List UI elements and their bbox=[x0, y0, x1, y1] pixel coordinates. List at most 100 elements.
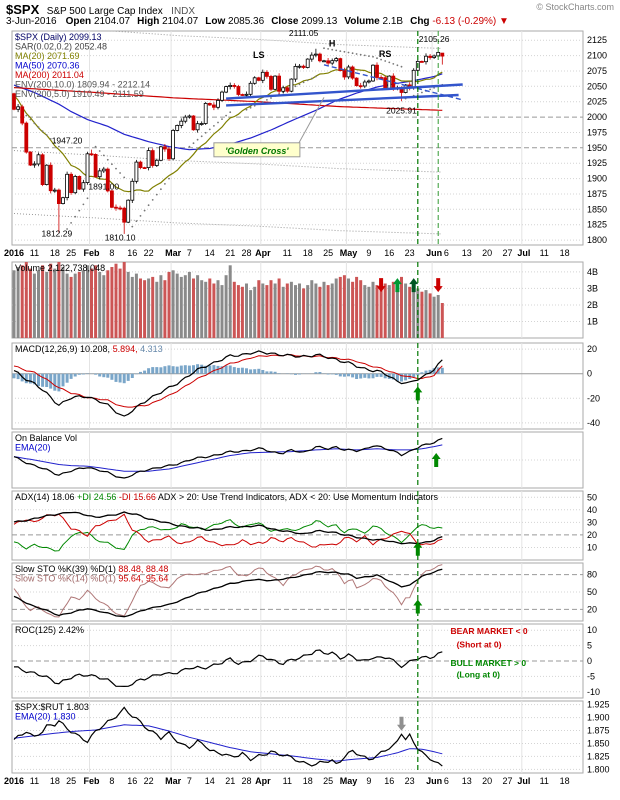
up-arrow-annotation bbox=[413, 599, 423, 614]
x-axis-label: 21 bbox=[225, 776, 235, 786]
up-arrow-annotation bbox=[413, 386, 423, 401]
legend-line: Volume 2,122,738,048 bbox=[15, 263, 105, 273]
quote-field-low: Low 2085.36 bbox=[205, 16, 265, 27]
legend-line: ENV(200,5.0) 1910.49 - 2111.59 bbox=[15, 89, 144, 99]
x-axis-label: 23 bbox=[405, 776, 415, 786]
y-axis-label: -10 bbox=[587, 687, 600, 697]
y-axis-label: 2025 bbox=[587, 97, 607, 107]
x-axis-label: 16 bbox=[127, 776, 137, 786]
y-axis-label: 1850 bbox=[587, 204, 607, 214]
y-axis-label: 1825 bbox=[587, 220, 607, 230]
candlesticks bbox=[12, 48, 445, 234]
x-axis-label: 16 bbox=[127, 248, 137, 258]
market-regime-label: (Long at 0) bbox=[457, 670, 501, 680]
quote-field-open: Open 2104.07 bbox=[65, 16, 131, 27]
envelope-line bbox=[13, 150, 443, 173]
panel-frame bbox=[11, 700, 584, 774]
x-axis-label: Mar bbox=[165, 248, 182, 258]
y-axis-label: 1.825 bbox=[587, 751, 610, 761]
x-axis-label: 27 bbox=[503, 776, 513, 786]
y-axis-label: 80 bbox=[587, 570, 597, 580]
y-axis-label: -20 bbox=[587, 393, 600, 403]
x-axis-label: 9 bbox=[366, 776, 371, 786]
y-axis-label: 1.925 bbox=[587, 700, 610, 710]
market-regime-label: (Short at 0) bbox=[457, 639, 502, 649]
x-axis-label: 22 bbox=[144, 776, 154, 786]
legend-line: $SPX (Daily) 2099.13 bbox=[15, 32, 102, 42]
up-arrow-annotation bbox=[413, 541, 423, 556]
x-axis-label: 20 bbox=[482, 248, 492, 258]
y-axis-label: 1800 bbox=[587, 235, 607, 245]
down-arrow-annotation bbox=[433, 278, 443, 293]
roc-line bbox=[13, 649, 443, 688]
y-axis-label: 2075 bbox=[587, 66, 607, 76]
x-axis-label: 13 bbox=[462, 776, 472, 786]
x-axis-label: 25 bbox=[323, 776, 333, 786]
down-arrow-annotation bbox=[376, 278, 386, 293]
x-axis-label: 11 bbox=[30, 248, 39, 258]
y-axis-label: 40 bbox=[587, 505, 597, 515]
y-axis-label: 0 bbox=[587, 369, 592, 379]
chart-header: $SPX S&P 500 Large Cap Index INDX © Stoc… bbox=[0, 0, 620, 30]
price-annotation: 2105.26 bbox=[419, 34, 450, 44]
panel-sto: 20 50 80 Slow STO %K(39) %D(1) 88.48, 88.48… bbox=[11, 562, 597, 622]
x-axis-label: Jul bbox=[517, 776, 530, 786]
quote-field-volume: Volume 2.1B bbox=[344, 16, 404, 27]
panel-price: 1800 1825 1850 1875 1900 1925 1950 1975 2000 2025… bbox=[11, 28, 607, 246]
y-axis-label: 4B bbox=[587, 267, 598, 277]
legend-line: ADX(14) 18.06 +DI 24.56 -DI 15.66 ADX > … bbox=[15, 492, 438, 502]
x-axis-label: 2016 bbox=[4, 248, 24, 258]
panel-macd: 20 0 -20 -40 MACD(12,26,9) 10.208, 5.894, 4.… bbox=[11, 342, 600, 430]
obv-ema-line bbox=[13, 444, 443, 472]
x-axis-label: 18 bbox=[50, 248, 60, 258]
ratio-line bbox=[13, 706, 443, 767]
y-axis-label: 1975 bbox=[587, 127, 607, 137]
slow-sto-14-line bbox=[13, 564, 443, 618]
x-axis-label: 14 bbox=[205, 248, 215, 258]
trendline bbox=[226, 83, 463, 100]
x-axis-label: May bbox=[340, 776, 358, 786]
market-regime-label: BEAR MARKET < 0 bbox=[450, 626, 527, 636]
x-axis-label: 14 bbox=[205, 776, 215, 786]
x-axis-label: 2016 bbox=[4, 776, 24, 786]
x-axis-label: 25 bbox=[66, 776, 76, 786]
parabolic-sar-dots bbox=[17, 47, 444, 230]
down-arrow-annotation bbox=[397, 716, 406, 731]
x-axis-label: 6 bbox=[444, 248, 449, 258]
x-axis-label: 18 bbox=[303, 776, 313, 786]
title-row: $SPX S&P 500 Large Cap Index INDX © Stoc… bbox=[6, 1, 616, 17]
obv-line bbox=[13, 437, 443, 479]
panel-adx: 10 20 30 40 50 ADX(14) 18.06 +DI 24.56 -DI 15… bbox=[11, 490, 597, 561]
x-axis-label: 16 bbox=[384, 776, 394, 786]
x-axis-label: 9 bbox=[366, 248, 371, 258]
y-axis-label: 3B bbox=[587, 283, 598, 293]
x-axis-label: 11 bbox=[30, 776, 39, 786]
y-axis-label: 30 bbox=[587, 517, 597, 527]
y-axis-label: 1925 bbox=[587, 158, 607, 168]
slow-sto-39-line bbox=[13, 568, 443, 618]
x-axis-label: 11 bbox=[283, 248, 292, 258]
legend-line: Slow STO %K(39) %D(1) 88.48, 88.48 bbox=[15, 564, 168, 574]
x-axis-label: 7 bbox=[187, 248, 192, 258]
x-axis-label: 11 bbox=[540, 776, 549, 786]
y-axis-label: 2000 bbox=[587, 112, 607, 122]
panel-roc: 10 5 0 -5 -10 BEAR MARKET < 0 (Short at 0) BULL… bbox=[11, 623, 600, 699]
ma20-line bbox=[13, 67, 443, 193]
quote-field-close: Close 2099.13 bbox=[271, 16, 338, 27]
legend-line: ENV(200,10.0) 1809.94 - 2212.14 bbox=[15, 80, 150, 90]
legend-line: SAR(0.02,0.2) 2052.48 bbox=[15, 42, 107, 52]
panel-frame bbox=[11, 490, 584, 561]
x-axis-label: 7 bbox=[187, 776, 192, 786]
price-annotation: 1947.20 bbox=[52, 136, 83, 146]
price-annotation: 1810.10 bbox=[105, 233, 136, 243]
y-axis-label: 2050 bbox=[587, 81, 607, 91]
x-axis-label: 8 bbox=[109, 248, 114, 258]
y-axis-label: 0 bbox=[587, 656, 592, 666]
x-axis-label: Feb bbox=[84, 248, 101, 258]
y-axis-label: 1.800 bbox=[587, 764, 610, 774]
y-axis-label: 2125 bbox=[587, 35, 607, 45]
panel-frame bbox=[11, 30, 584, 246]
x-axis-label: 6 bbox=[444, 776, 449, 786]
x-axis-label: Mar bbox=[165, 776, 182, 786]
